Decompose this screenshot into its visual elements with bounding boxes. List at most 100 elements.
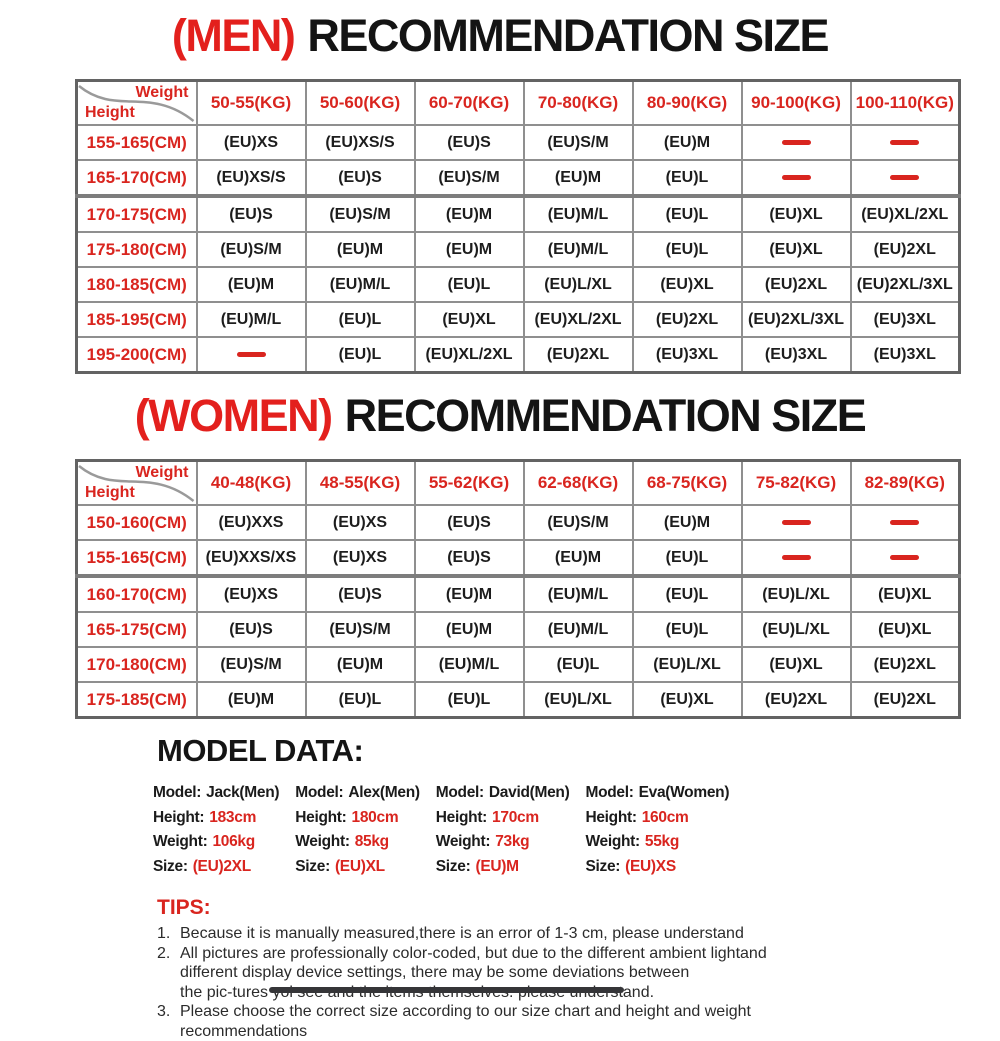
size-cell: (EU)3XL [742,337,851,373]
model-height-line: Height:160cm [585,809,729,827]
weight-column-header: 50-60(KG) [306,81,415,126]
women-size-table: Weight Height 40-48(KG)48-55(KG)55-62(KG… [75,459,961,719]
size-cell-empty [742,125,851,160]
dash-icon [890,520,919,525]
size-cell-empty [742,160,851,196]
size-cell: (EU)L [633,540,742,576]
height-row-header: 160-170(CM) [77,576,197,612]
size-cell-empty [197,337,306,373]
dash-icon [890,555,919,560]
tip-line: different display device settings, there… [180,963,837,983]
size-cell: (EU)M/L [524,232,633,267]
size-cell: (EU)XL [633,267,742,302]
model-height-line: Height:183cm [153,809,279,827]
size-cell: (EU)M [633,125,742,160]
model-weight-line: Weight:55kg [585,833,729,851]
size-cell: (EU)M [415,232,524,267]
height-row-header: 165-170(CM) [77,160,197,196]
weight-column-header: 48-55(KG) [306,461,415,506]
tip-number: 3. [157,1002,180,1041]
model-size-label: Size: [153,858,188,875]
height-row-header: 180-185(CM) [77,267,197,302]
height-row-header: 175-185(CM) [77,682,197,718]
model-model-label: Model: [585,784,633,801]
model-size-label: Size: [295,858,330,875]
height-label: Height [85,104,135,122]
size-cell-empty [851,540,960,576]
women-title-prefix: (WOMEN) [135,390,332,441]
model-height-value: 170cm [492,809,539,826]
weight-column-header: 50-55(KG) [197,81,306,126]
size-cell: (EU)XS/S [197,160,306,196]
model-weight-label: Weight: [436,833,490,850]
model-height-label: Height: [436,809,487,826]
size-cell: (EU)M/L [197,302,306,337]
size-cell: (EU)XS [306,505,415,540]
height-row-header: 170-180(CM) [77,647,197,682]
dash-icon [890,140,919,145]
model-size-line: Size:(EU)M [436,858,570,876]
table-row: 180-185(CM)(EU)M(EU)M/L(EU)L(EU)L/XL(EU)… [77,267,960,302]
model-model-value: Jack(Men) [206,784,279,801]
dash-icon [782,520,811,525]
table-row: 165-170(CM)(EU)XS/S(EU)S(EU)S/M(EU)M(EU)… [77,160,960,196]
size-cell: (EU)L [306,337,415,373]
model-model-label: Model: [295,784,343,801]
size-cell: (EU)XL/2XL [524,302,633,337]
model-weight-line: Weight:106kg [153,833,279,851]
size-cell: (EU)2XL/3XL [742,302,851,337]
model-height-line: Height: 170cm [436,809,570,827]
table-row: 170-175(CM)(EU)S(EU)S/M(EU)M(EU)M/L(EU)L… [77,196,960,232]
model-weight-label: Weight: [153,833,207,850]
table-row: 185-195(CM)(EU)M/L(EU)L(EU)XL(EU)XL/2XL(… [77,302,960,337]
model-height-label: Height: [153,809,204,826]
size-cell: (EU)S [415,505,524,540]
tips-list: 1.Because it is manually measured,there … [157,924,837,1041]
size-cell: (EU)L [633,232,742,267]
men-title: (MEN)RECOMMENDATION SIZE [0,0,1000,62]
size-cell: (EU)S/M [306,196,415,232]
size-cell: (EU)XL [742,196,851,232]
size-cell: (EU)L [633,576,742,612]
dash-icon [890,175,919,180]
size-cell: (EU)S [306,160,415,196]
size-cell: (EU)XS [197,576,306,612]
size-cell: (EU)M/L [524,196,633,232]
model-height-value: 160cm [642,809,689,826]
size-cell: (EU)L [633,196,742,232]
size-cell: (EU)XL/2XL [851,196,960,232]
tips-heading: TIPS: [157,896,1000,919]
size-cell: (EU)M/L [524,576,633,612]
weight-column-header: 60-70(KG) [415,81,524,126]
dash-icon [782,140,811,145]
model-size-label: Size: [436,858,471,875]
size-cell: (EU)S [197,196,306,232]
model-weight-label: Weight: [295,833,349,850]
size-cell: (EU)L [306,682,415,718]
women-title: (WOMEN)RECOMMENDATION SIZE [0,390,1000,442]
size-cell: (EU)S/M [524,505,633,540]
weight-label: Weight [135,464,188,482]
model-height-line: Height:180cm [295,809,420,827]
size-cell: (EU)S/M [524,125,633,160]
model-height-label: Height: [295,809,346,826]
men-title-prefix: (MEN) [172,10,294,61]
table-row: 160-170(CM)(EU)XS(EU)S(EU)M(EU)M/L(EU)L(… [77,576,960,612]
model-weight-value: 85kg [355,833,389,850]
dash-icon [782,555,811,560]
model-model-line: Model:David(Men) [436,784,570,802]
size-cell: (EU)XL [851,612,960,647]
tip-line: All pictures are professionally color-co… [180,944,837,964]
height-row-header: 175-180(CM) [77,232,197,267]
tip-number: 2. [157,944,180,1003]
size-cell: (EU)M [415,576,524,612]
size-cell: (EU)2XL [524,337,633,373]
men-size-table: Weight Height 50-55(KG)50-60(KG)60-70(KG… [75,79,961,374]
dash-icon [782,175,811,180]
size-cell: (EU)XS [197,125,306,160]
model-size-value: (EU)M [475,858,518,875]
size-cell: (EU)S/M [197,232,306,267]
model-size-label: Size: [585,858,620,875]
women-header-row: Weight Height 40-48(KG)48-55(KG)55-62(KG… [77,461,960,506]
